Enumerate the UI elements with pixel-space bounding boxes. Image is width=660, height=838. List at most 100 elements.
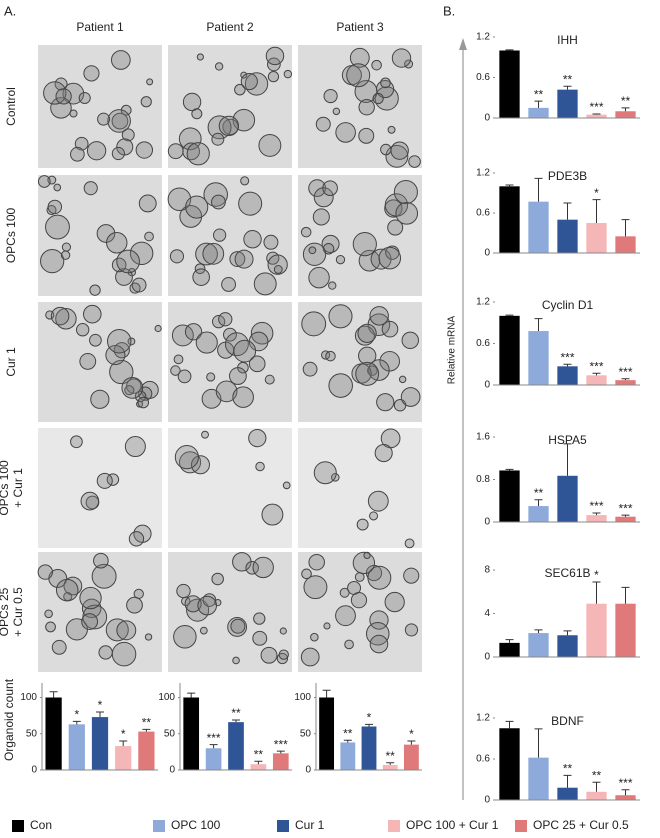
organoid [380,77,391,89]
error-bar [621,219,630,237]
organoid [352,232,377,257]
row-label: OPCs 100 [4,207,18,263]
organoid [315,116,331,132]
organoid [384,591,405,613]
organoid [300,226,312,238]
bar [499,50,520,118]
bar [68,724,85,770]
significance: *** [589,100,603,114]
organoid [106,473,120,486]
organoid [98,645,113,660]
bar [499,186,520,253]
organoid [378,246,402,270]
error-bar [534,629,543,634]
organoid [255,461,265,472]
legend-swatch [277,820,289,832]
organoid [111,112,129,130]
row-label: Control [4,87,18,126]
organoid [372,92,384,105]
bar [557,89,578,118]
significance: *** [274,737,288,751]
error-bar [592,199,601,223]
organoid [201,430,209,439]
bar [615,795,636,800]
y-tick-label: 1.2 [476,32,490,43]
organoid [81,613,99,631]
chart-title: Cyclin D1 [542,298,594,312]
organoid [376,393,395,412]
organoid [369,306,389,326]
organoid [312,208,330,226]
organoid [176,583,191,599]
error-bar [187,692,196,698]
y-tick-label: 4 [484,608,490,619]
organoid [267,71,280,83]
significance: ** [254,747,264,761]
organoid [186,142,210,166]
legend-label: OPC 100 [171,818,221,832]
organoid [60,250,71,260]
micrograph [168,428,292,548]
organoid [135,141,154,159]
y-tick-label: 100 [294,692,311,703]
significance: * [367,710,372,724]
organoid [356,518,369,531]
organoid [124,436,146,458]
legend-label: Con [30,818,52,832]
organoid [211,194,226,210]
organoid [354,325,375,346]
panel-label: B. [443,3,455,18]
organoid [390,141,409,160]
organoid [45,214,70,240]
organoid [93,552,109,569]
y-tick-label: 0 [484,795,490,806]
organoid [121,128,135,142]
micrograph [38,175,162,296]
significance: * [74,708,79,722]
bar [557,366,578,385]
bar [183,697,200,770]
error-bar [563,443,572,476]
organoid [344,639,354,650]
y-axis-label: Relative mRNA [447,316,458,385]
organoid [363,551,371,560]
legend-swatch [388,820,400,832]
organoid [218,312,233,327]
error-bar [505,720,514,729]
significance: * [121,727,126,741]
organoid [78,91,91,105]
significance: ** [534,486,544,500]
organoid [346,63,371,88]
error-bar [621,789,630,796]
error-bar [592,372,601,376]
organoid [105,345,126,366]
bar [499,642,520,657]
error-bar [621,514,630,517]
error-bar [119,740,128,747]
organoid [61,242,72,252]
organoid [211,132,225,146]
legend-label: OPC 25 + Cur 0.5 [533,818,629,832]
y-tick-label: 0 [31,765,37,776]
bar [403,744,419,770]
organoid [300,647,320,667]
organoid [228,367,247,385]
bar [528,331,549,385]
organoid [212,228,227,242]
organoid [184,323,203,341]
organoid [325,350,336,362]
organoid [62,82,85,105]
organoid [83,65,100,82]
organoid [40,248,65,274]
organoid [323,88,338,104]
significance: ** [343,726,353,740]
bar [499,728,520,800]
y-tick-label: 0 [484,248,490,259]
y-tick-label: 0 [484,517,490,528]
organoid [367,565,392,590]
bar [340,742,356,770]
axis-arrowhead [459,38,467,50]
significance: * [409,727,414,741]
bar [557,475,578,522]
